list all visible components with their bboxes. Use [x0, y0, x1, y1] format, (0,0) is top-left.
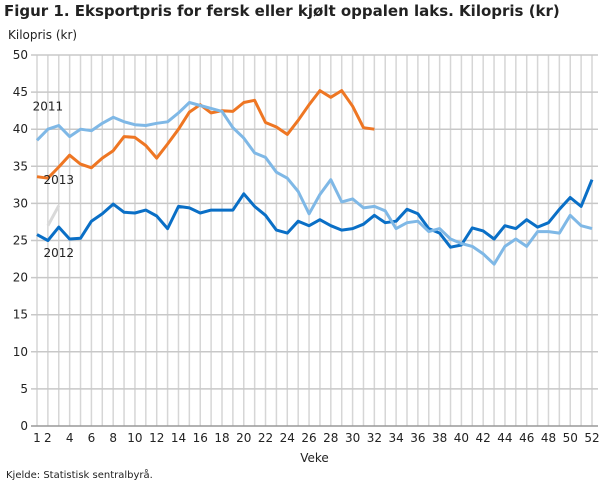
x-tick-label: 1	[33, 431, 41, 445]
x-tick-label: 48	[541, 431, 556, 445]
x-tick-label: 22	[258, 431, 273, 445]
x-tick-label: 12	[149, 431, 164, 445]
y-tick-label: 5	[20, 382, 28, 396]
series-line-2013	[36, 89, 375, 180]
x-tick-label: 26	[301, 431, 316, 445]
series-label-2013: 2013	[43, 173, 74, 187]
x-tick-label: 46	[519, 431, 534, 445]
y-tick-label: 35	[13, 159, 28, 173]
x-tick-label: 24	[280, 431, 295, 445]
x-tick-label: 14	[171, 431, 186, 445]
y-tick-label: 10	[13, 345, 28, 359]
series-line-2012	[36, 179, 594, 249]
x-tick-label: 6	[88, 431, 96, 445]
y-tick-label: 50	[13, 48, 28, 62]
y-axis-label: Kilopris (kr)	[8, 28, 78, 42]
x-tick-label: 16	[193, 431, 208, 445]
x-tick-label: 4	[66, 431, 74, 445]
y-tick-label: 20	[13, 271, 28, 285]
x-tick-label: 52	[584, 431, 599, 445]
series-label-2012: 2012	[43, 246, 74, 260]
x-tick-label: 20	[236, 431, 251, 445]
x-tick-label: 36	[410, 431, 425, 445]
x-tick-label: 34	[388, 431, 403, 445]
series-line	[46, 204, 61, 227]
x-tick-label: 2	[44, 431, 52, 445]
x-tick-label: 42	[476, 431, 491, 445]
x-axis-label: Veke	[300, 451, 329, 465]
x-tick-label: 8	[109, 431, 117, 445]
y-tick-label: 30	[13, 196, 28, 210]
x-tick-label: 32	[367, 431, 382, 445]
series-label-2011: 2011	[33, 100, 64, 114]
x-tick-label: 38	[432, 431, 447, 445]
y-tick-label: 45	[13, 85, 28, 99]
y-tick-label: 0	[20, 419, 28, 433]
source-note: Kjelde: Statistisk sentralbyrå.	[6, 470, 153, 481]
x-tick-label: 10	[127, 431, 142, 445]
y-tick-label: 40	[13, 122, 28, 136]
x-tick-label: 30	[345, 431, 360, 445]
y-tick-label: 25	[13, 234, 28, 248]
x-tick-label: 28	[323, 431, 338, 445]
x-tick-label: 50	[563, 431, 578, 445]
series-line-2011	[35, 101, 593, 266]
y-tick-label: 15	[13, 308, 28, 322]
x-tick-label: 40	[454, 431, 469, 445]
x-tick-label: 44	[497, 431, 512, 445]
chart-title: Figur 1. Eksportpris for fersk eller kjø…	[4, 2, 560, 20]
x-tick-label: 18	[214, 431, 229, 445]
